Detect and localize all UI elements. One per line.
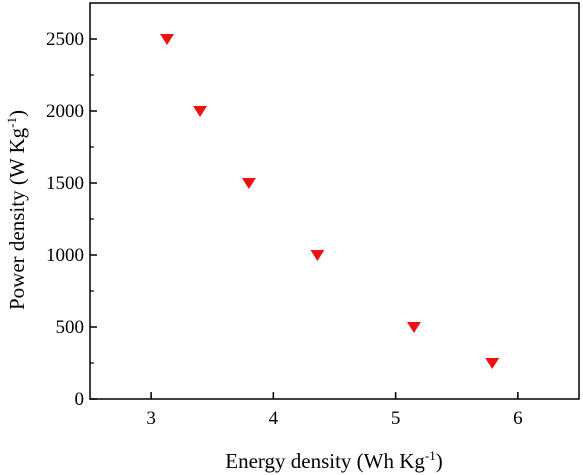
y-tick-label: 0	[75, 389, 85, 410]
y-tick-label: 2000	[46, 101, 84, 122]
data-markers	[160, 34, 500, 369]
x-tick-label: 4	[269, 408, 279, 429]
y-tick-label: 1500	[46, 173, 84, 194]
x-axis-title: Energy density (Wh Kg-1)	[225, 448, 443, 473]
x-axis-title-close: )	[436, 449, 443, 473]
x-tick-label: 5	[391, 408, 401, 429]
y-tick-label: 1000	[46, 245, 84, 266]
tick-labels: 3 4 5 6 0 500 1000 1500 2000 2500	[46, 29, 523, 429]
data-point	[406, 322, 421, 333]
data-point	[241, 178, 256, 189]
plot-frame	[89, 2, 580, 400]
y-axis-title: Power density (W Kg-1)	[4, 110, 29, 310]
x-tick-label: 6	[513, 408, 523, 429]
data-point	[160, 34, 175, 45]
data-point	[193, 106, 208, 117]
y-axis-title-superscript: -1	[4, 117, 19, 128]
x-tick-label: 3	[146, 408, 156, 429]
y-tick-label: 2500	[46, 29, 84, 50]
y-axis-title-close: )	[5, 110, 29, 117]
data-point	[310, 250, 325, 261]
axis-ticks	[90, 38, 519, 400]
y-tick-label: 500	[56, 317, 85, 338]
x-axis-title-superscript: -1	[425, 448, 436, 463]
data-point	[485, 358, 500, 369]
